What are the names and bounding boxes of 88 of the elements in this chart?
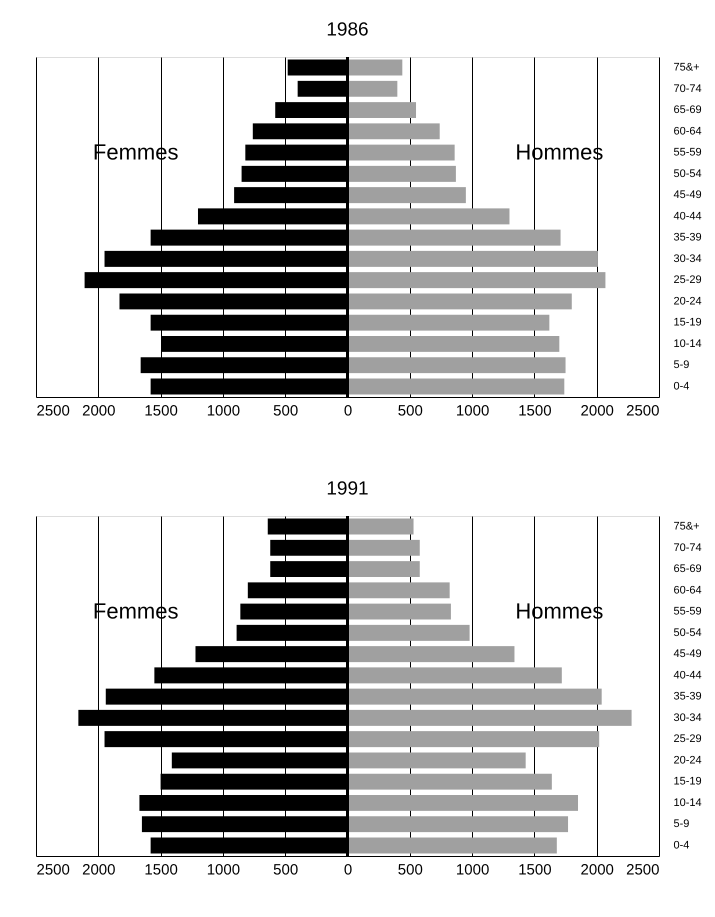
bar (348, 314, 550, 331)
x-tick-label: 2000 (580, 862, 614, 878)
bar (348, 561, 420, 578)
y-tick-label: 70-74 (674, 542, 702, 554)
bar (348, 250, 598, 267)
bar (348, 838, 557, 854)
x-tick-label: 2500 (36, 402, 70, 420)
x-tick-label: 2500 (626, 862, 660, 878)
y-tick-label: 65-69 (674, 563, 702, 576)
bar (348, 187, 466, 204)
bar (348, 774, 552, 790)
bar (348, 752, 526, 768)
bar (348, 604, 451, 620)
y-tick-label: 35-39 (674, 232, 702, 244)
y-tick-label: 10-14 (674, 338, 702, 350)
bar (348, 688, 602, 705)
bar (348, 518, 414, 534)
x-tick-label: 2500 (626, 402, 660, 420)
bar (348, 582, 450, 598)
bar (348, 60, 402, 76)
x-tick-label: 0 (344, 862, 352, 878)
bar (348, 144, 455, 161)
y-tick-label: 75&+ (674, 62, 700, 74)
y-tick-label: 15-19 (674, 316, 702, 329)
y-tick-label: 65-69 (674, 104, 702, 116)
x-tick-label: 2000 (82, 862, 116, 878)
y-tick-label: 70-74 (674, 82, 702, 95)
y-tick-label: 40-44 (674, 210, 702, 222)
y-tick-label: 5-9 (674, 359, 690, 372)
bar (348, 208, 510, 224)
x-tick-label: 500 (273, 862, 298, 878)
y-tick-label: 45-49 (674, 648, 702, 660)
bar (348, 80, 398, 97)
y-tick-label: 75&+ (674, 520, 700, 533)
bar (348, 710, 632, 726)
x-tick-label: 2000 (82, 402, 116, 420)
bar (348, 794, 578, 811)
y-tick-label: 20-24 (674, 295, 702, 308)
y-tick-label: 50-54 (674, 168, 702, 180)
y-tick-label: 25-29 (674, 274, 702, 286)
y-tick-label: 40-44 (674, 669, 702, 682)
x-tick-label: 1500 (144, 402, 178, 420)
x-tick-label: 1000 (456, 862, 490, 878)
bar (348, 293, 572, 310)
x-tick-label: 500 (273, 402, 298, 420)
x-tick-label: 1500 (144, 862, 178, 878)
chart-title: 1986 (326, 20, 369, 40)
y-tick-label: 20-24 (674, 754, 702, 766)
x-tick-label: 1000 (206, 402, 240, 420)
bar (348, 816, 568, 832)
x-tick-label: 1500 (518, 862, 552, 878)
y-tick-label: 55-59 (674, 606, 702, 618)
bar (348, 624, 470, 641)
bar (348, 540, 420, 556)
y-tick-label: 45-49 (674, 189, 702, 202)
x-tick-label: 2000 (580, 402, 614, 420)
y-tick-label: 60-64 (674, 584, 702, 596)
y-tick-label: 15-19 (674, 776, 702, 788)
x-tick-label: 500 (398, 862, 423, 878)
x-tick-label: 2500 (36, 862, 70, 878)
bar (348, 166, 456, 182)
bar (348, 336, 560, 352)
chart-title: 1991 (326, 478, 369, 500)
bar (348, 272, 606, 288)
y-tick-label: 25-29 (674, 733, 702, 746)
x-tick-label: 1500 (518, 402, 552, 420)
bar (348, 667, 562, 684)
bar (348, 230, 561, 246)
y-tick-label: 60-64 (674, 125, 702, 138)
y-tick-label: 0-4 (674, 380, 690, 392)
y-tick-label: 30-34 (674, 712, 702, 724)
bar (348, 731, 600, 748)
y-tick-label: 35-39 (674, 690, 702, 703)
bar (348, 357, 566, 374)
y-tick-label: 50-54 (674, 626, 702, 639)
bar (348, 123, 440, 140)
x-tick-label: 1000 (206, 862, 240, 878)
bar (348, 102, 416, 118)
y-tick-label: 0-4 (674, 839, 690, 852)
y-tick-label: 10-14 (674, 796, 702, 809)
y-tick-label: 55-59 (674, 146, 702, 159)
y-tick-label: 5-9 (674, 818, 690, 830)
bar (348, 378, 564, 394)
y-tick-label: 30-34 (674, 252, 702, 265)
x-tick-label: 1000 (456, 402, 490, 420)
x-tick-label: 0 (344, 402, 352, 420)
bar (348, 646, 514, 662)
x-tick-label: 500 (398, 402, 423, 420)
